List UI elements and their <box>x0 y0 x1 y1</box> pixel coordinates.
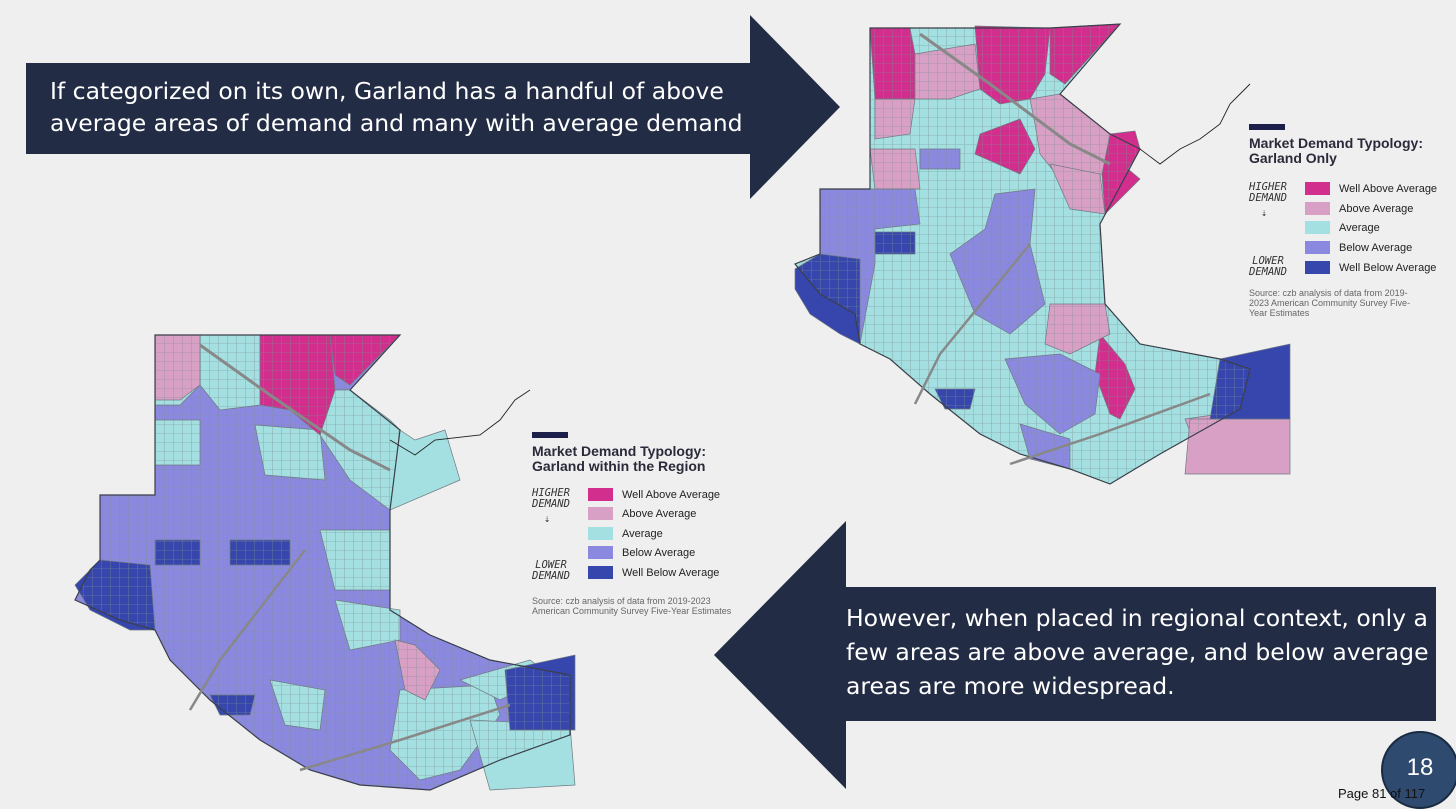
bottom-callout: However, when placed in regional context… <box>846 587 1436 721</box>
scale-higher: HIGHER DEMAND <box>1249 181 1287 204</box>
legend-item: Well Above Average <box>1305 182 1437 195</box>
legend-item: Average <box>1305 221 1380 234</box>
legend-title: Market Demand Typology: Garland Only <box>1249 135 1423 166</box>
legend-item: Above Average <box>588 507 696 520</box>
top-callout-text: If categorized on its own, Garland has a… <box>50 77 743 137</box>
legend-garland-only: Market Demand Typology: Garland Only HIG… <box>1249 124 1454 324</box>
legend-item: Well Below Average <box>1305 261 1436 274</box>
scale-higher: HIGHER DEMAND <box>532 487 570 510</box>
scale-lower: LOWER DEMAND <box>532 559 570 582</box>
legend-item: Below Average <box>1305 241 1412 254</box>
legend-item: Above Average <box>1305 202 1413 215</box>
arrow-top-head <box>750 15 840 199</box>
top-callout: If categorized on its own, Garland has a… <box>26 63 752 154</box>
legend-accent-bar <box>1249 124 1285 130</box>
legend-source: Source: czb analysis of data from 2019- … <box>1249 288 1411 318</box>
map-garland-region <box>74 334 576 791</box>
legend-item: Average <box>588 527 663 540</box>
legend-garland-region: Market Demand Typology: Garland within t… <box>532 432 757 622</box>
legend-item: Below Average <box>588 546 695 559</box>
legend-item: Well Below Average <box>588 566 719 579</box>
page-number-badge: 18 <box>1381 731 1456 809</box>
scale-lower: LOWER DEMAND <box>1249 255 1287 278</box>
page-footer: Page 81 of 117 <box>1338 786 1426 801</box>
bottom-callout-text: However, when placed in regional context… <box>846 604 1429 700</box>
arrow-bottom-head <box>714 521 846 789</box>
scale-arrow-icon: ⇣ <box>1261 207 1268 219</box>
map-garland-only <box>794 23 1291 485</box>
legend-accent-bar <box>532 432 568 438</box>
scale-arrow-icon: ⇣ <box>544 513 551 525</box>
legend-source: Source: czb analysis of data from 2019-2… <box>532 596 732 616</box>
legend-item: Well Above Average <box>588 488 720 501</box>
legend-title: Market Demand Typology: Garland within t… <box>532 443 706 474</box>
